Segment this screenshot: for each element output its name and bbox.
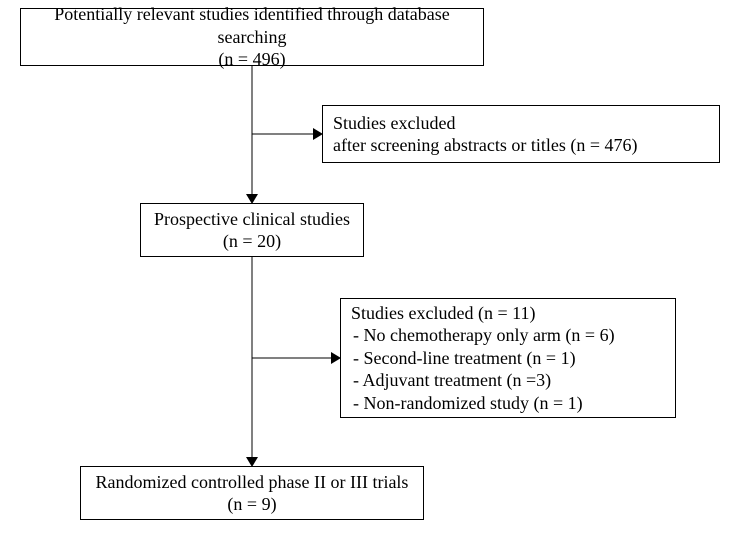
node-identified-line2: (n = 496) [218, 48, 285, 71]
node-excluded-reasons-item2: - Second-line treatment (n = 1) [351, 347, 576, 370]
node-prospective-line1: Prospective clinical studies [154, 208, 350, 231]
node-excluded-abstracts-line1: Studies excluded [333, 112, 455, 135]
node-prospective-line2: (n = 20) [223, 230, 281, 253]
node-prospective: Prospective clinical studies (n = 20) [140, 203, 364, 257]
node-excluded-reasons-item1: - No chemotherapy only arm (n = 6) [351, 324, 615, 347]
node-rct: Randomized controlled phase II or III tr… [80, 466, 424, 520]
node-excluded-reasons-item3: - Adjuvant treatment (n =3) [351, 369, 551, 392]
node-excluded-reasons: Studies excluded (n = 11) - No chemother… [340, 298, 676, 418]
node-excluded-abstracts-line2: after screening abstracts or titles (n =… [333, 134, 638, 157]
node-identified-line1: Potentially relevant studies identified … [31, 3, 473, 48]
node-rct-line2: (n = 9) [227, 493, 276, 516]
node-excluded-abstracts: Studies excluded after screening abstrac… [322, 105, 720, 163]
node-excluded-reasons-item4: - Non-randomized study (n = 1) [351, 392, 583, 415]
node-excluded-reasons-title: Studies excluded (n = 11) [351, 302, 535, 325]
node-identified: Potentially relevant studies identified … [20, 8, 484, 66]
node-rct-line1: Randomized controlled phase II or III tr… [96, 471, 409, 494]
flowchart-canvas: Potentially relevant studies identified … [0, 0, 736, 554]
